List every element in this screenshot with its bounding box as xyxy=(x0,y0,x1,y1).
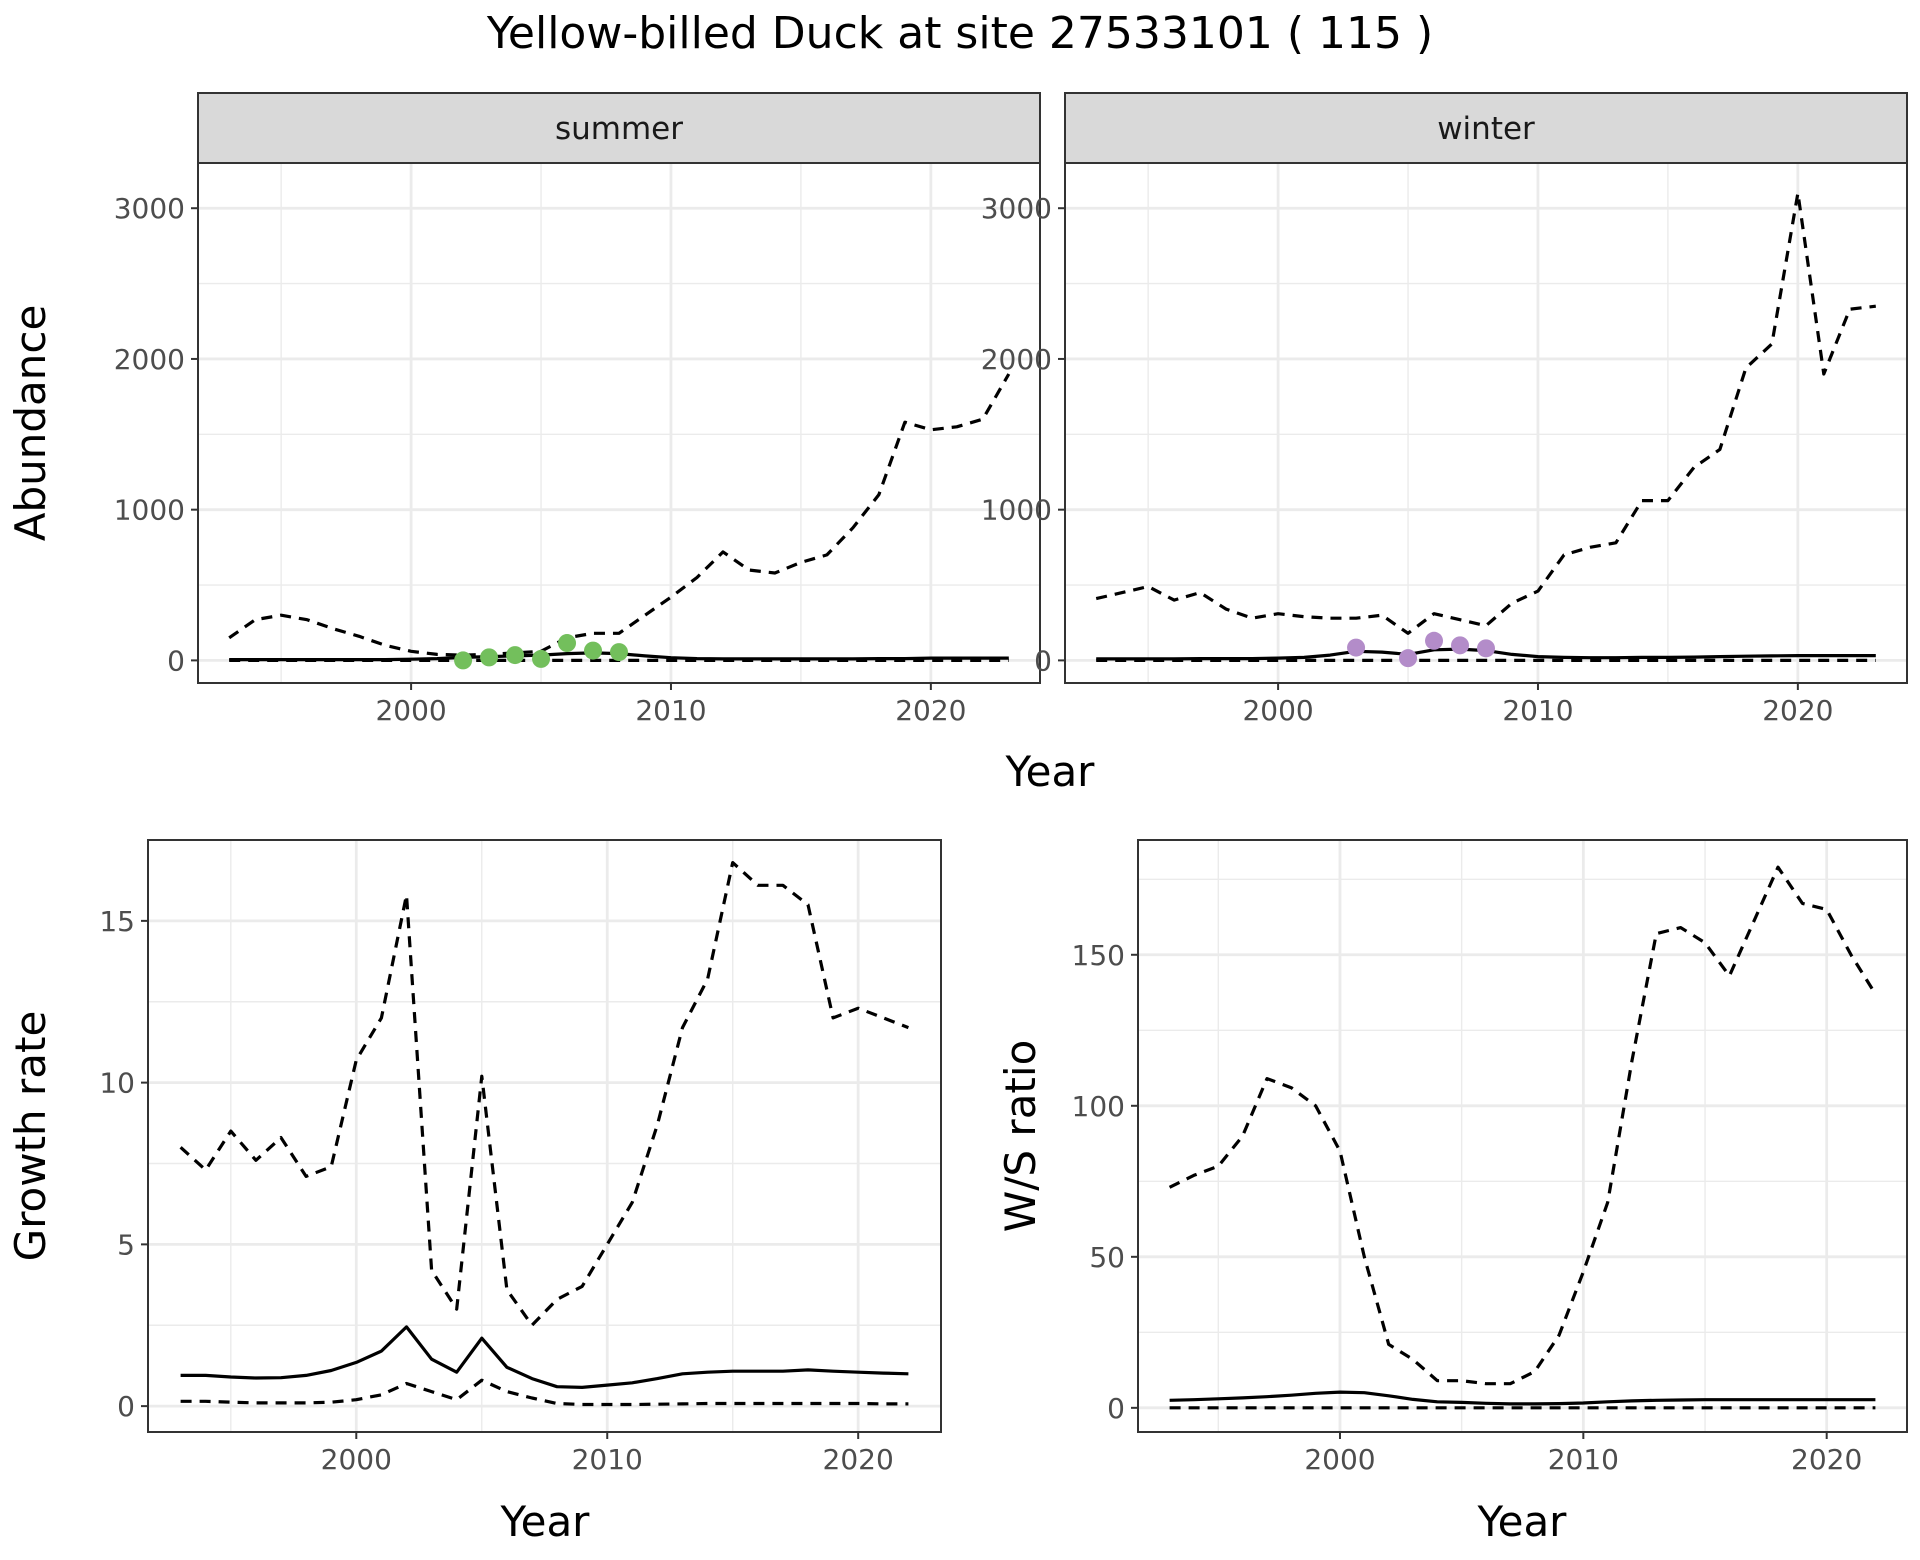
data-point xyxy=(506,646,525,665)
plot-area-ws_ratio xyxy=(1138,840,1907,1432)
x-tick-label: 2000 xyxy=(375,694,446,727)
data-point xyxy=(584,641,603,660)
y-tick-label: 100 xyxy=(1072,1090,1125,1123)
y-axis-title-summer: Abundance xyxy=(6,305,55,542)
y-axis-title-ws_ratio: W/S ratio xyxy=(996,1040,1045,1233)
y-axis-title-growth: Growth rate xyxy=(6,1011,55,1262)
strip-winter xyxy=(1064,92,1908,164)
x-axis-title-ws_ratio: Year xyxy=(1477,1497,1568,1546)
main-title: Yellow-billed Duck at site 27533101 ( 11… xyxy=(486,8,1433,59)
data-point xyxy=(532,649,551,668)
y-tick-label: 15 xyxy=(99,905,135,938)
x-tick-label: 2020 xyxy=(823,1443,894,1476)
strip-label-summer: summer xyxy=(555,111,683,147)
data-point xyxy=(1425,631,1444,650)
plot-area-winter xyxy=(1065,163,1907,683)
data-point xyxy=(1347,638,1366,657)
x-tick-label: 2010 xyxy=(1502,694,1573,727)
y-tick-label: 150 xyxy=(1072,939,1125,972)
series-line-dashed-1 xyxy=(228,373,1011,657)
y-tick-label: 5 xyxy=(117,1228,135,1261)
y-tick-label: 1000 xyxy=(114,494,185,527)
x-tick-label: 2010 xyxy=(572,1443,643,1476)
series-line-dashed-1 xyxy=(179,860,909,1327)
x-axis-title-growth: Year xyxy=(500,1497,591,1546)
y-tick-label: 10 xyxy=(99,1067,135,1100)
plot-area-growth xyxy=(148,840,941,1432)
x-tick-label: 2000 xyxy=(321,1443,392,1476)
series-line-dashed-1 xyxy=(1095,191,1876,635)
strip-summer xyxy=(197,92,1041,164)
x-tick-label: 2020 xyxy=(1762,694,1833,727)
y-tick-label: 2000 xyxy=(981,343,1052,376)
panel-border-ws_ratio xyxy=(1137,839,1908,1433)
y-tick-label: 3000 xyxy=(981,192,1052,225)
panel-winter: winter 2000 2010 2020 0 1000 2000 3000 xyxy=(981,92,1908,727)
data-point xyxy=(1477,639,1495,658)
series-line-dashed-1 xyxy=(1168,865,1877,1386)
plot-area-summer xyxy=(198,163,1040,683)
panel-border-winter xyxy=(1064,162,1908,684)
x-tick-label: 2020 xyxy=(1791,1443,1862,1476)
series-line-solid-0 xyxy=(1169,1390,1876,1406)
y-tick-label: 0 xyxy=(1034,644,1052,677)
x-tick-label: 2010 xyxy=(1548,1443,1619,1476)
x-tick-label: 2000 xyxy=(1242,694,1313,727)
strip-label-winter: winter xyxy=(1437,111,1535,147)
data-point xyxy=(480,648,499,667)
y-tick-label: 1000 xyxy=(981,494,1052,527)
series-line-solid-0 xyxy=(180,1325,909,1390)
x-tick-label: 2020 xyxy=(895,694,966,727)
y-tick-label: 50 xyxy=(1089,1241,1125,1274)
data-point xyxy=(1399,649,1418,668)
x-axis-title-summer: Year xyxy=(1005,747,1096,796)
data-point xyxy=(454,651,473,670)
x-tick-label: 2000 xyxy=(1304,1443,1375,1476)
y-tick-label: 3000 xyxy=(114,192,185,225)
panel-summer: summer 2000 2010 2020 0 1000 2000 3000 Abundance… xyxy=(6,92,1096,796)
data-point xyxy=(558,634,577,653)
panel-border-growth xyxy=(147,839,942,1433)
data-point xyxy=(1451,636,1470,655)
data-point xyxy=(610,643,628,662)
y-tick-label: 0 xyxy=(117,1390,135,1423)
panel-growth: 2000 2010 2020 0 5 10 15 Growth rate Year xyxy=(6,839,942,1546)
y-tick-label: 2000 xyxy=(114,343,185,376)
panel-border-summer xyxy=(197,162,1041,684)
y-tick-label: 0 xyxy=(1107,1392,1125,1425)
x-tick-label: 2010 xyxy=(635,694,706,727)
y-tick-label: 0 xyxy=(167,644,185,677)
series-line-dashed-2 xyxy=(180,1378,909,1407)
panel-ws_ratio: 2000 2010 2020 0 50 100 150 W/S ratio Year xyxy=(996,839,1908,1546)
